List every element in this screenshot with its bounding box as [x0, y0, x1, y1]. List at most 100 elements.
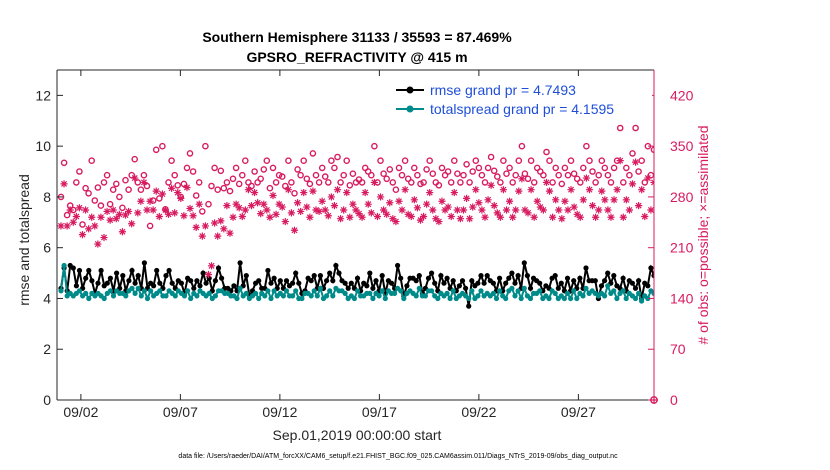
possible-obs-marker: [137, 186, 145, 193]
x-tick-label: 09/07: [163, 404, 198, 420]
legend-rmse-label: rmse grand pr = 4.7493: [430, 82, 576, 98]
assimilated-obs-marker: [146, 197, 154, 205]
assimilated-obs-marker: [533, 197, 541, 205]
possible-obs-marker: [73, 179, 80, 186]
possible-obs-marker: [116, 193, 123, 201]
assimilated-obs-marker: [530, 213, 538, 221]
series-1-point: [515, 288, 521, 294]
possible-obs-marker: [577, 179, 584, 186]
series-1-point: [271, 288, 277, 294]
series-1-point: [324, 293, 330, 299]
assimilated-obs-marker: [386, 199, 394, 207]
possible-obs-marker: [285, 157, 292, 164]
assimilated-obs-marker: [542, 178, 551, 187]
possible-obs-marker: [346, 181, 354, 189]
series-1-point: [503, 295, 509, 302]
possible-obs-marker: [530, 179, 538, 186]
assimilated-obs-marker: [63, 222, 71, 230]
series-1-point: [317, 285, 323, 291]
assimilated-obs-marker: [576, 213, 584, 221]
series-1-point: [265, 288, 271, 294]
possible-obs-marker: [463, 160, 470, 168]
series-1-point: [311, 288, 317, 294]
assimilated-obs-marker: [521, 206, 529, 214]
possible-obs-marker: [592, 179, 599, 186]
assimilated-obs-marker: [352, 206, 360, 214]
series-0-point: [311, 273, 317, 279]
series-0-point: [413, 278, 419, 284]
assimilated-obs-marker: [78, 231, 87, 239]
series-0-point: [555, 285, 561, 291]
series-0-point: [154, 267, 160, 274]
series-0-point: [76, 267, 83, 274]
assimilated-obs-marker: [306, 213, 314, 221]
possible-obs-marker: [395, 164, 403, 172]
assimilated-obs-marker: [192, 223, 200, 231]
assimilated-obs-marker: [161, 206, 170, 214]
series-1-point: [351, 295, 357, 302]
series-0-point: [463, 285, 469, 291]
series-0-point: [611, 273, 617, 279]
assimilated-obs-marker: [561, 197, 569, 205]
assimilated-obs-marker: [616, 157, 624, 165]
series-0-point: [126, 278, 132, 284]
possible-obs-marker: [63, 211, 71, 219]
possible-obs-marker: [208, 182, 215, 190]
assimilated-obs-marker: [60, 180, 68, 188]
possible-obs-marker: [312, 171, 320, 179]
series-0-point: [129, 267, 135, 274]
assimilated-obs-marker: [263, 206, 271, 214]
series-1-point: [392, 290, 398, 296]
series-1-point: [568, 295, 574, 302]
assimilated-obs-marker: [545, 187, 554, 195]
assimilated-obs-marker: [447, 212, 455, 221]
series-0-point: [506, 275, 512, 281]
series-0-point: [271, 275, 277, 281]
series-0-point: [132, 280, 138, 286]
series-0-point: [645, 283, 651, 289]
possible-obs-marker: [595, 171, 603, 179]
possible-obs-marker: [472, 157, 480, 164]
series-1-point: [537, 288, 543, 294]
series-0-point: [231, 283, 237, 289]
possible-obs-marker: [429, 170, 437, 177]
assimilated-obs-marker: [407, 212, 415, 221]
series-0-point: [583, 265, 589, 271]
series-1-point: [416, 285, 422, 291]
possible-obs-marker: [487, 153, 495, 161]
series-1-point: [268, 295, 274, 302]
possible-obs-marker: [401, 157, 409, 164]
possible-obs-marker: [632, 124, 639, 132]
possible-obs-marker: [371, 142, 378, 150]
assimilated-obs-marker: [321, 206, 329, 214]
possible-obs-marker: [119, 204, 126, 212]
possible-obs-marker: [386, 166, 394, 173]
legend-spread-label: totalspread grand pr = 4.1595: [430, 101, 614, 117]
series-0-point: [537, 280, 543, 286]
series-0-point: [135, 273, 141, 279]
plot-area: [57, 70, 654, 400]
series-0-point: [83, 275, 89, 281]
assimilated-obs-marker: [349, 200, 357, 208]
assimilated-obs-marker: [631, 158, 640, 166]
series-0-point: [98, 267, 104, 274]
possible-obs-marker: [251, 168, 258, 175]
series-0-point: [107, 275, 113, 281]
assimilated-obs-marker: [370, 178, 378, 187]
possible-obs-marker: [183, 164, 191, 172]
series-1-point: [299, 295, 305, 302]
series-0-point: [293, 270, 299, 276]
possible-obs-marker: [555, 171, 563, 179]
possible-obs-marker: [607, 179, 615, 186]
series-1-point: [86, 295, 92, 302]
series-0-point: [429, 270, 435, 276]
assimilated-obs-marker: [484, 196, 492, 204]
x-axis-label: Sep.01,2019 00:00:00 start: [273, 427, 442, 443]
possible-obs-marker: [260, 166, 268, 173]
assimilated-obs-marker: [592, 213, 600, 221]
series-0-point: [521, 260, 527, 266]
series-1-point: [614, 295, 620, 302]
possible-obs-marker: [475, 164, 483, 172]
possible-obs-marker: [620, 179, 627, 186]
series-1-point: [330, 293, 336, 299]
